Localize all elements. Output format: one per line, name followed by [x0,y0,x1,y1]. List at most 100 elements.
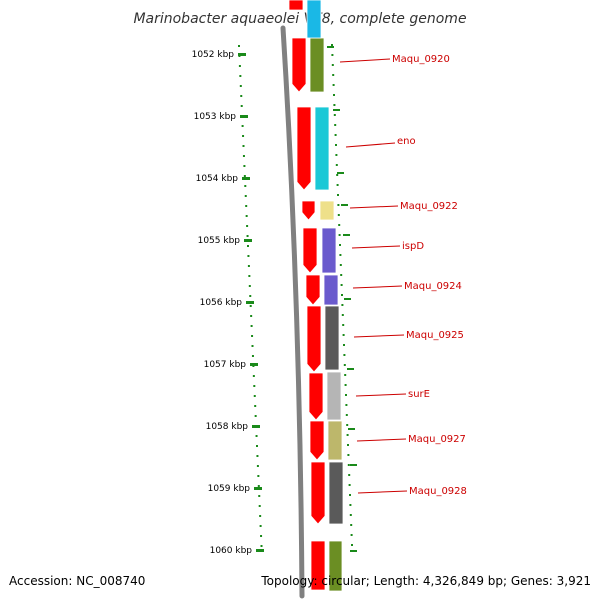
gene-label-leader [349,205,399,209]
tick-dot [246,225,249,227]
gene-block-eno[interactable] [314,106,330,191]
tick-dot [334,124,337,126]
gene-block-partial [328,540,343,592]
gene-block-maqu_0928[interactable] [328,461,344,525]
tick-dot [257,485,260,487]
kbp-major-tick [254,487,262,490]
tick-dot [334,134,337,136]
tick-dot [337,194,339,196]
tick-dot [341,294,343,296]
gene-label-leader [345,142,396,148]
tick-dot [350,534,353,536]
feature-boundary-tick [343,234,350,236]
genome-summary-text: Topology: circular; Length: 4,326,849 bp… [261,574,591,588]
tick-dot [238,45,240,47]
gene-label-maqu_0924[interactable]: Maqu_0924 [404,281,462,292]
gene-block-ispd[interactable] [321,227,337,274]
kbp-major-tick [256,549,264,552]
tick-dot [341,304,344,306]
tick-dot [242,155,245,157]
tick-dot [346,434,349,436]
tick-dot [331,44,333,46]
tick-dot [342,324,345,326]
tick-dot [332,84,335,86]
tick-dot [338,234,341,236]
tick-dot [238,65,241,67]
tick-dot [239,85,242,87]
tick-dot [253,385,256,387]
tick-dot [251,355,254,357]
gene-block-maqu_0927[interactable] [327,420,343,461]
kbp-tick-label: 1055 kbp [198,236,241,246]
tick-dot [255,435,258,437]
gene-label-ispd[interactable]: ispD [402,241,424,252]
tick-dot [241,125,244,127]
cds-track [288,0,326,591]
tick-dot [256,465,259,467]
tick-dot [341,314,344,316]
gene-track [306,0,344,592]
cds-feature [310,461,326,525]
tick-dot [243,175,246,177]
tick-dot [258,495,261,497]
feature-boundary-tick [350,550,357,552]
tick-dot [247,255,250,257]
gene-label-leader [355,393,407,397]
tick-dot [247,265,250,267]
tick-dot [348,474,351,476]
kbp-major-tick [244,239,252,242]
tick-dot [339,244,341,246]
gene-block-maqu_0925[interactable] [324,305,340,371]
kbp-major-tick [246,301,254,304]
gene-block-maqu_0924[interactable] [323,274,339,306]
gene-label-maqu_0920[interactable]: Maqu_0920 [392,54,450,65]
tick-dot [240,95,243,97]
kbp-tick-label: 1058 kbp [206,422,249,432]
kbp-major-tick [252,425,260,428]
kbp-tick-label: 1059 kbp [208,484,251,494]
tick-dot [339,254,342,256]
gene-label-maqu_0928[interactable]: Maqu_0928 [409,486,467,497]
gene-label-leader [339,58,391,63]
cds-feature [306,305,322,373]
feature-boundary-tick [348,428,355,430]
tick-dot [242,135,245,137]
tick-dot [248,285,251,287]
tick-dot [345,404,348,406]
tick-dot [343,344,345,346]
tick-dot [335,164,338,166]
cds-feature [301,200,316,221]
gene-block-maqu_0920[interactable] [309,37,325,93]
tick-dot [347,464,350,466]
tick-dot [338,224,341,226]
gene-label-maqu_0927[interactable]: Maqu_0927 [408,434,466,445]
tick-dot [246,235,249,237]
gene-label-sure[interactable]: surE [408,389,430,400]
feature-boundary-tick [337,172,344,174]
tick-dot [245,205,248,207]
tick-dot [331,54,334,56]
gene-label-maqu_0922[interactable]: Maqu_0922 [400,201,458,212]
feature-boundary-tick [344,298,351,300]
tick-dot [240,105,243,107]
tick-dot [254,415,257,417]
cds-feature [308,372,324,421]
gene-block-maqu_0922[interactable] [319,200,335,221]
gene-label-eno[interactable]: eno [397,136,416,147]
feature-boundary-tick [333,109,340,111]
tick-dot [256,455,259,457]
genome-backbone [280,25,305,599]
tick-dot [254,405,257,407]
tick-dot [245,215,248,217]
kbp-major-tick [250,363,258,366]
cds-feature [309,420,325,461]
gene-block-sure[interactable] [326,371,342,421]
gene-label-leader [357,490,408,494]
gene-label-maqu_0925[interactable]: Maqu_0925 [406,330,464,341]
outer-tick-dots [238,44,357,552]
tick-dot [333,104,336,106]
gene-label-leader [351,245,401,249]
kbp-tick-label: 1052 kbp [192,50,235,60]
tick-dot [243,165,246,167]
